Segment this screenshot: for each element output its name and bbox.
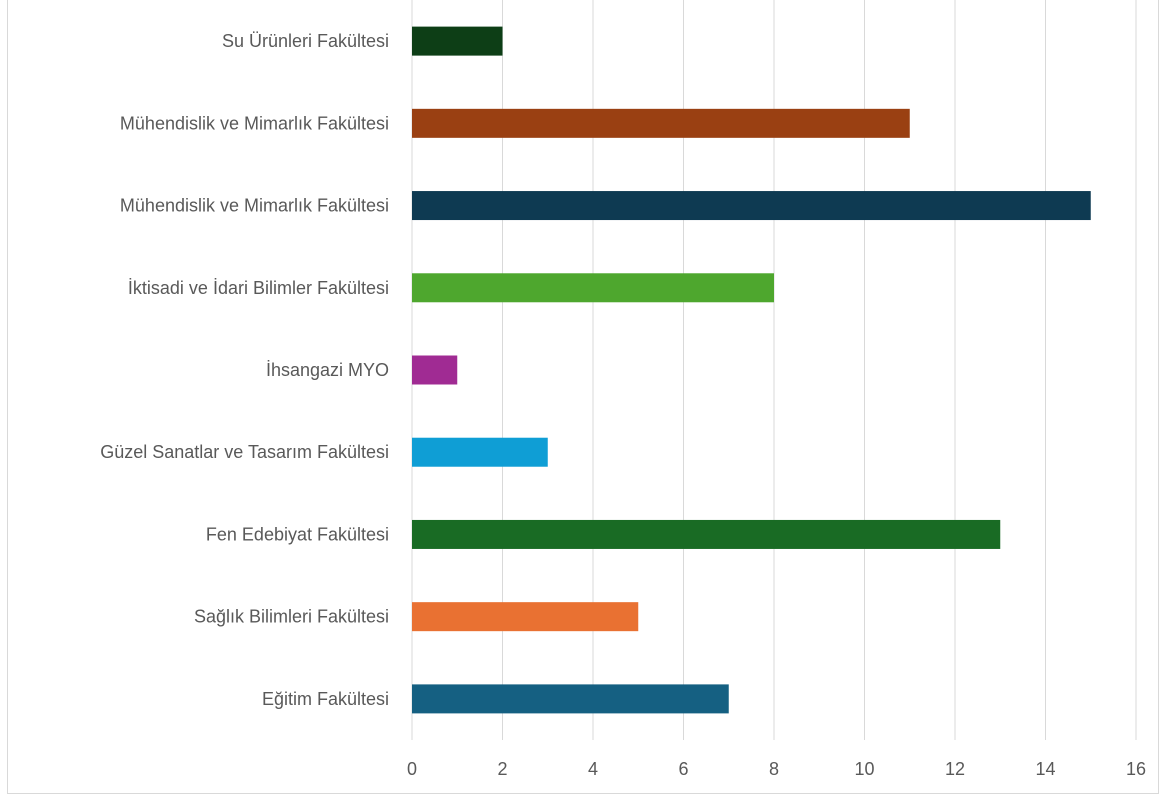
x-tick-label: 0 bbox=[407, 759, 417, 779]
tick-labels: 0 2 4 6 8 10 12 14 16 bbox=[407, 759, 1146, 779]
category-label: Eğitim Fakültesi bbox=[262, 689, 389, 709]
bars bbox=[412, 26, 1091, 714]
category-label: Güzel Sanatlar ve Tasarım Fakültesi bbox=[100, 442, 389, 462]
category-labels: Eğitim Fakültesi Sağlık Bilimleri Fakülte… bbox=[100, 31, 389, 709]
category-label: Mühendislik ve Mimarlık Fakültesi bbox=[120, 113, 389, 133]
bar bbox=[412, 355, 458, 385]
category-label: Mühendislik ve Mimarlık Fakültesi bbox=[120, 196, 389, 216]
category-label: Fen Edebiyat Fakültesi bbox=[206, 524, 389, 544]
x-tick-label: 12 bbox=[945, 759, 965, 779]
x-tick-label: 8 bbox=[769, 759, 779, 779]
bar bbox=[412, 602, 639, 632]
category-label: Sağlık Bilimleri Fakültesi bbox=[194, 607, 389, 627]
bar bbox=[412, 437, 548, 467]
bar bbox=[412, 108, 910, 138]
x-tick-label: 16 bbox=[1126, 759, 1146, 779]
bar bbox=[412, 191, 1091, 221]
x-tick-label: 14 bbox=[1035, 759, 1055, 779]
bar bbox=[412, 519, 1001, 549]
category-label: İhsangazi MYO bbox=[266, 360, 389, 380]
category-label: Su Ürünleri Fakültesi bbox=[222, 31, 389, 51]
bar bbox=[412, 26, 503, 56]
category-label: İktisadi ve İdari Bilimler Fakültesi bbox=[128, 278, 389, 298]
x-tick-label: 2 bbox=[497, 759, 507, 779]
x-tick-label: 6 bbox=[678, 759, 688, 779]
bar bbox=[412, 684, 729, 714]
x-tick-label: 4 bbox=[588, 759, 598, 779]
x-tick-label: 10 bbox=[854, 759, 874, 779]
bar bbox=[412, 273, 774, 303]
